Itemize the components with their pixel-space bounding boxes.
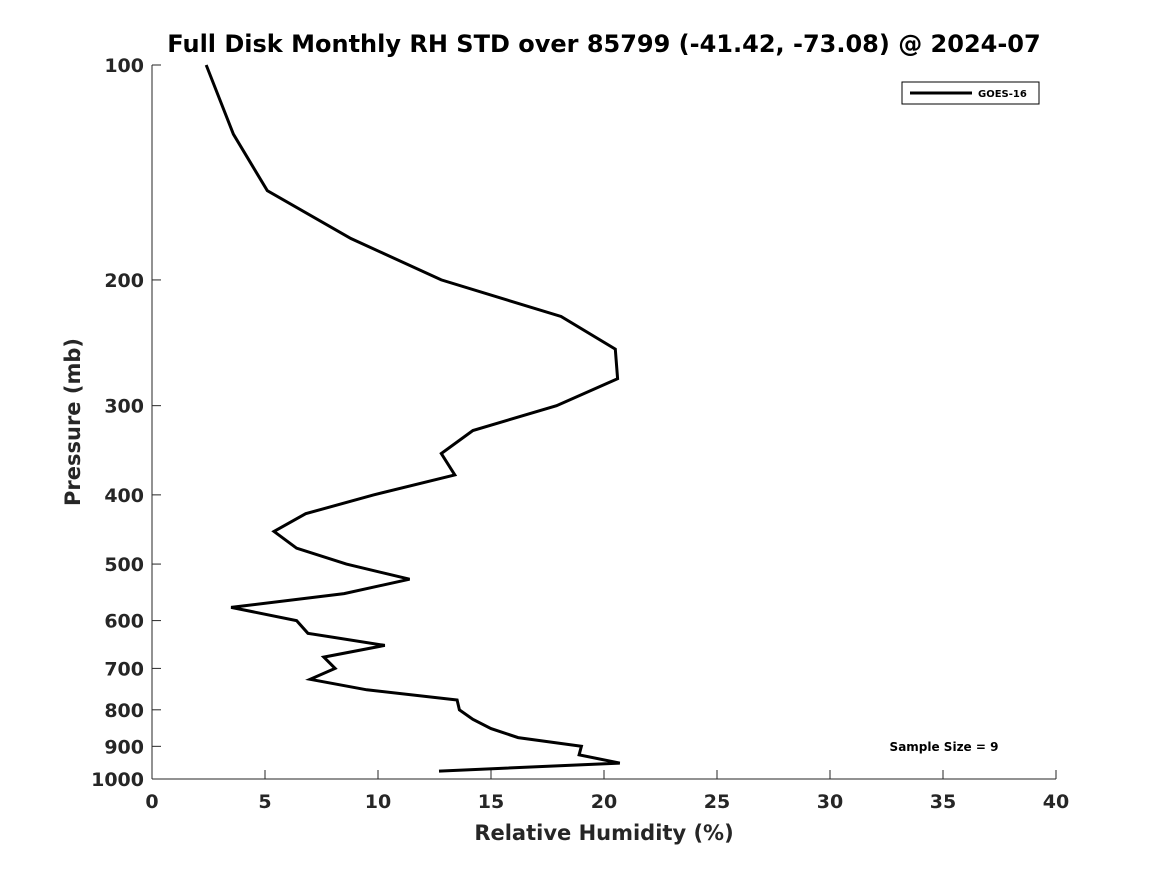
y-tick-label: 100	[104, 55, 144, 77]
axes	[151, 65, 1056, 780]
series-line-goes-16	[204, 64, 621, 773]
legend: GOES-16	[901, 81, 1040, 105]
series-layer	[204, 64, 621, 773]
legend-entry-goes-16: GOES-16	[978, 89, 1027, 100]
x-axis-ticks: 0 5 10 15 20 25 30 35 40	[145, 770, 1069, 813]
y-tick-label: 900	[104, 736, 144, 758]
y-tick-label: 600	[104, 611, 144, 633]
x-tick-label: 5	[258, 791, 271, 813]
sample-size-annotation: Sample Size = 9	[890, 740, 999, 754]
x-axis-label: Relative Humidity (%)	[474, 821, 733, 845]
y-tick-label: 500	[104, 554, 144, 576]
y-tick-label: 300	[104, 396, 144, 418]
x-tick-label: 35	[930, 791, 956, 813]
x-tick-label: 10	[365, 791, 391, 813]
y-tick-label: 700	[104, 658, 144, 680]
y-tick-label: 400	[104, 485, 144, 507]
y-axis-ticks: 100 200 300 400 500 600 700 800 900 1000	[91, 55, 161, 791]
y-tick-label: 1000	[91, 769, 144, 791]
x-tick-label: 15	[478, 791, 504, 813]
y-tick-label: 200	[104, 270, 144, 292]
y-axis-label: Pressure (mb)	[61, 338, 85, 506]
y-tick-label: 800	[104, 700, 144, 722]
x-tick-label: 30	[817, 791, 843, 813]
x-tick-label: 40	[1043, 791, 1069, 813]
chart-title: Full Disk Monthly RH STD over 85799 (-41…	[167, 30, 1040, 58]
x-tick-label: 20	[591, 791, 617, 813]
x-tick-label: 25	[704, 791, 730, 813]
x-tick-label: 0	[145, 791, 158, 813]
